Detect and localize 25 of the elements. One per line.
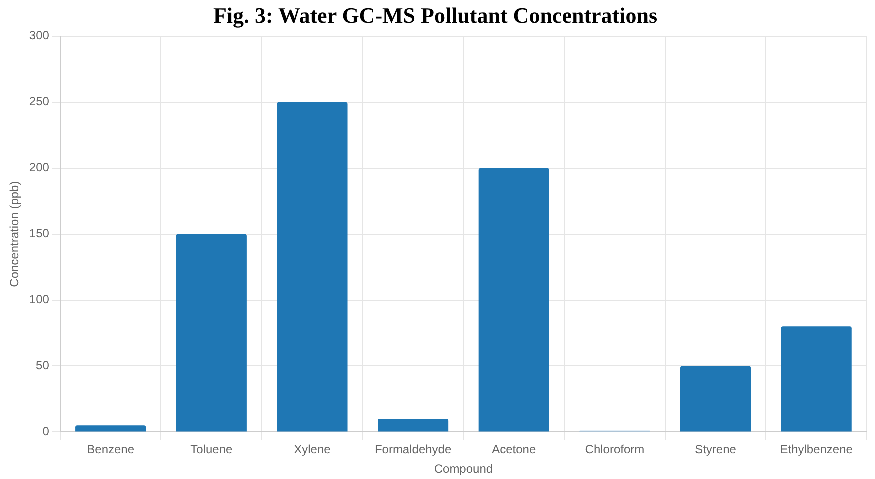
- y-tick-label: 250: [29, 94, 50, 109]
- bar: [277, 102, 348, 432]
- y-axis-title: Concentration (ppb): [8, 181, 22, 288]
- y-tick-label: 100: [29, 292, 50, 307]
- y-tick-label: 0: [42, 424, 50, 439]
- bar: [680, 366, 752, 432]
- y-tick-label: 150: [29, 226, 50, 241]
- x-tick-label: Styrene: [695, 442, 737, 457]
- x-tick-label: Acetone: [492, 442, 536, 457]
- bar: [176, 234, 247, 432]
- x-tick-label: Formaldehyde: [374, 442, 452, 457]
- x-tick-label: Xylene: [294, 442, 332, 457]
- bar: [478, 168, 550, 432]
- x-tick-label: Chloroform: [585, 442, 645, 457]
- bar: [781, 326, 852, 432]
- x-tick-label: Benzene: [87, 442, 135, 457]
- x-axis-title: Compound: [434, 462, 494, 476]
- x-tick-label: Ethylbenzene: [780, 442, 854, 457]
- bar: [378, 419, 449, 432]
- bar: [76, 426, 146, 432]
- y-tick-label: 200: [29, 160, 50, 175]
- y-tick-label: 300: [29, 28, 50, 43]
- y-tick-label: 50: [36, 358, 50, 373]
- chart-title: Fig. 3: Water GC-MS Pollutant Concentrations: [213, 2, 658, 28]
- x-tick-label: Toluene: [190, 442, 233, 457]
